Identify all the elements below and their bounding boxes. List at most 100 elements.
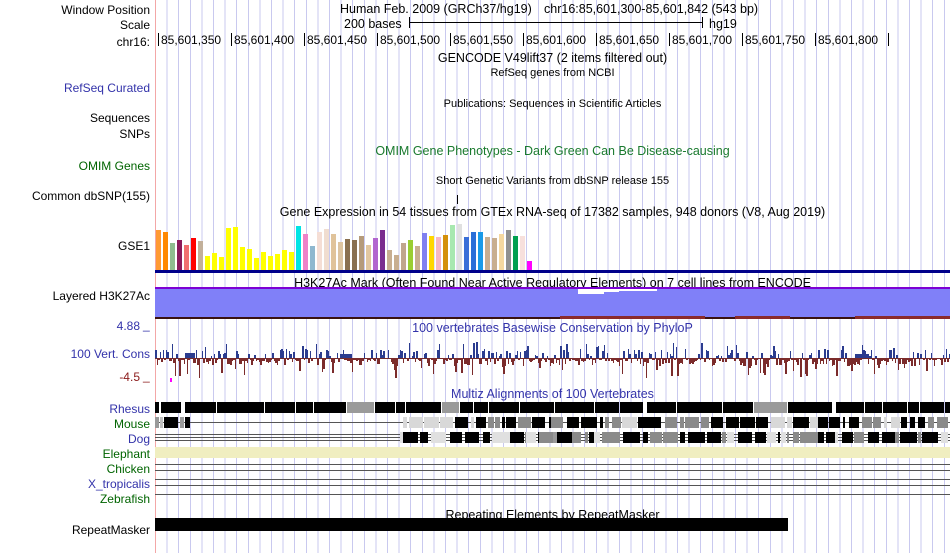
gtex-bar[interactable] [338,242,344,270]
track-title-multiz[interactable]: Multiz Alignments of 100 Vertebrates [451,387,654,401]
gtex-bar[interactable] [492,238,498,270]
gtex-bar[interactable] [303,234,309,270]
gtex-bar[interactable] [527,261,533,270]
gtex-bar[interactable] [408,240,414,270]
gtex-bar[interactable] [464,237,470,270]
multiz-species-label-elephant[interactable]: Elephant [102,447,150,461]
gtex-bar[interactable] [401,243,407,270]
phylop-conservation-plot[interactable] [155,336,950,382]
gtex-bar[interactable] [247,249,253,270]
multiz-species-label-zebrafish[interactable]: Zebrafish [99,492,150,506]
multiz-alignment-block [753,402,787,413]
conservation-bar-positive [302,345,304,358]
conservation-bar-negative [179,358,181,376]
gtex-bar[interactable] [520,236,526,270]
gtex-bar[interactable] [450,225,456,270]
gtex-bar[interactable] [233,227,239,270]
multiz-row-mouse[interactable] [155,417,950,428]
gtex-bar[interactable] [415,246,421,270]
gtex-bar[interactable] [436,237,442,270]
dbsnp-variant-tick[interactable] [457,195,458,204]
track-title-gtex[interactable]: Gene Expression in 54 tissues from GTEx … [279,205,826,219]
track-label-gse1[interactable]: GSE1 [117,239,150,253]
gtex-bar[interactable] [394,255,400,270]
multiz-row-dog[interactable] [155,432,950,443]
gtex-bar[interactable] [184,245,190,270]
gtex-bar[interactable] [310,246,316,270]
track-title-dbsnp[interactable]: Short Genetic Variants from dbSNP releas… [435,175,670,187]
multiz-row-chicken[interactable] [155,462,950,473]
gtex-bar[interactable] [359,236,365,270]
gtex-bar[interactable] [366,245,372,270]
gtex-bar[interactable] [212,253,218,270]
gtex-bar[interactable] [191,238,197,270]
gtex-bar[interactable] [205,256,211,270]
multiz-row-zebrafish[interactable] [155,492,950,503]
multiz-species-label-rhesus[interactable]: Rhesus [109,402,150,416]
track-label-repeatmasker[interactable]: RepeatMasker [71,523,150,537]
conservation-bar-positive [707,350,709,358]
gtex-bar[interactable] [219,257,225,270]
gtex-bar[interactable] [429,236,435,270]
multiz-row-x-tropicalis[interactable] [155,477,950,488]
gtex-bar[interactable] [170,243,176,270]
track-title-h3k27ac[interactable]: H3K27Ac Mark (Often Found Near Active Re… [294,276,811,290]
gtex-bar[interactable] [163,232,169,270]
multiz-species-label-mouse[interactable]: Mouse [113,417,150,431]
gtex-bar[interactable] [268,256,274,270]
gtex-bar[interactable] [443,235,449,270]
gtex-bar[interactable] [275,254,281,270]
gtex-bar[interactable] [478,232,484,270]
track-title-conservation[interactable]: 100 vertebrates Basewise Conservation by… [412,321,693,335]
h3k27ac-signal-block[interactable] [155,289,950,317]
track-title-gencode[interactable]: GENCODE V49lift37 (2 items filtered out) [437,51,668,65]
gtex-bar[interactable] [317,232,323,270]
gtex-expression-barchart[interactable] [156,222,534,270]
gtex-bar[interactable] [282,250,288,270]
track-title-omim[interactable]: OMIM Gene Phenotypes - Dark Green Can Be… [375,144,730,158]
gtex-bar[interactable] [513,236,519,270]
gtex-bar[interactable] [289,252,295,270]
gtex-bar[interactable] [485,237,491,270]
gtex-bar[interactable] [198,241,204,270]
gtex-bar[interactable] [254,258,260,270]
multiz-species-label-chicken[interactable]: Chicken [106,462,150,476]
gtex-bar[interactable] [324,229,330,270]
gtex-bar[interactable] [457,224,463,270]
gtex-bar[interactable] [506,230,512,270]
multiz-row-rhesus[interactable] [155,402,950,413]
track-label-snps[interactable]: SNPs [119,127,150,141]
track-title-refseq[interactable]: RefSeq genes from NCBI [490,67,615,79]
gtex-bar[interactable] [471,232,477,270]
track-label-layered-h3k27ac[interactable]: Layered H3K27Ac [52,289,150,303]
track-label-common-dbsnp[interactable]: Common dbSNP(155) [31,189,150,203]
gtex-bar[interactable] [352,240,358,270]
gtex-bar[interactable] [240,247,246,270]
track-label-refseq-curated[interactable]: RefSeq Curated [63,81,150,95]
conservation-bar-positive [237,354,239,358]
track-title-publications[interactable]: Publications: Sequences in Scientific Ar… [443,98,662,110]
gtex-bar[interactable] [387,250,393,270]
repeatmasker-element[interactable] [155,518,788,531]
conservation-bar-negative [725,358,727,362]
track-label-omim-genes[interactable]: OMIM Genes [78,159,150,173]
gtex-bar[interactable] [156,230,162,270]
gtex-bar[interactable] [296,226,302,270]
chromosome-label: chr16: [116,35,150,49]
multiz-row-elephant[interactable] [155,447,950,458]
multiz-species-label-dog[interactable]: Dog [127,432,150,446]
gtex-bar[interactable] [177,240,183,270]
gtex-bar[interactable] [373,238,379,270]
gtex-bar[interactable] [261,252,267,270]
gtex-bar[interactable] [331,234,337,270]
gtex-bar[interactable] [345,239,351,270]
ruler[interactable]: 85,601,350 85,601,400 85,601,450 85,601,… [155,33,950,49]
gtex-bar[interactable] [226,228,232,270]
track-label-100-vert-cons[interactable]: 100 Vert. Cons [70,347,150,361]
gtex-bar[interactable] [380,230,386,270]
gtex-bar[interactable] [499,234,505,270]
track-label-sequences[interactable]: Sequences [89,111,150,125]
gtex-bar[interactable] [422,233,428,270]
conservation-bar-positive [167,352,169,358]
multiz-species-label-x-tropicalis[interactable]: X_tropicalis [87,477,150,491]
